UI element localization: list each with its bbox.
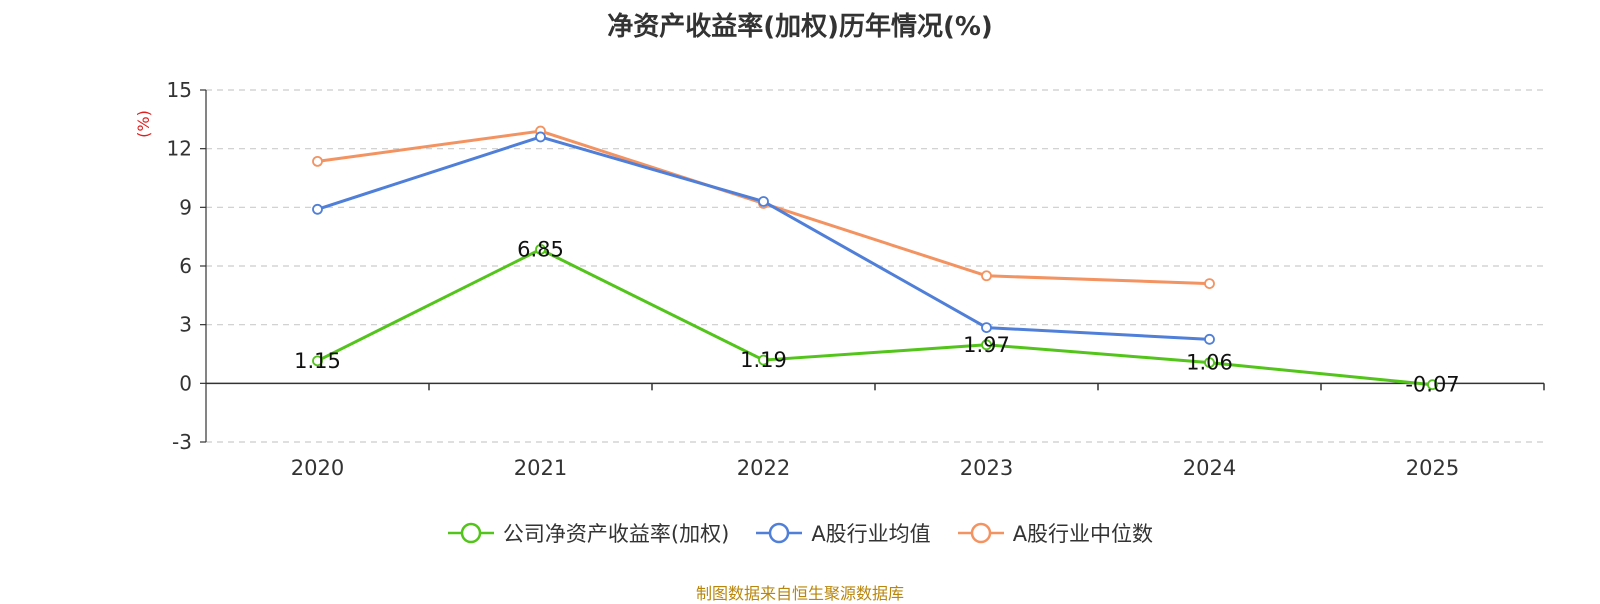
x-tick-label: 2022 [737,456,790,480]
data-label: 1.97 [963,333,1010,357]
legend-line-circle-icon [957,522,1004,544]
y-tick-label: 3 [179,313,192,337]
legend-label: A股行业中位数 [1012,522,1154,546]
data-point [535,243,546,255]
y-tick-label: 12 [167,137,192,161]
data-point [312,355,323,367]
data-point [981,322,992,334]
data-point [758,354,769,366]
data-label: 1.19 [740,348,787,372]
y-tick-label: -3 [172,430,192,454]
y-tick-label: 15 [167,78,192,102]
legend-line-circle-icon [447,522,494,544]
data-point [1204,333,1215,345]
chart-title: 净资产收益率(加权)历年情况(%) [607,12,993,42]
x-tick-label: 2023 [960,456,1013,480]
x-tick-label: 2021 [514,456,567,480]
data-label: -0.07 [1405,373,1459,397]
legend-line-circle-icon [756,522,803,544]
legend-item[interactable]: A股行业中位数 [957,518,1153,548]
data-label: 1.15 [294,349,341,373]
data-point [1427,379,1438,391]
series-line [317,135,1210,341]
data-label: 1.06 [1186,351,1233,375]
x-tick-label: 2025 [1406,456,1459,480]
legend: 公司净资产收益率(加权) A股行业均值 A股行业中位数 [0,518,1600,548]
data-point [312,203,323,215]
x-tick-label: 2024 [1183,456,1236,480]
y-tick-label: 0 [179,371,192,395]
y-tick-label: 6 [179,254,192,278]
data-point [312,155,323,167]
y-axis-label: (%) [134,110,153,138]
data-point [1204,357,1215,369]
data-point [535,131,546,143]
series-line [316,247,1433,387]
data-point [758,196,769,207]
legend-label: 公司净资产收益率(加权) [502,522,730,546]
data-point [1204,278,1215,290]
data-point [981,270,992,282]
legend-item[interactable]: A股行业均值 [755,518,931,548]
x-tick-label: 2020 [291,456,344,480]
y-tick-label: 9 [179,195,192,219]
data-point [981,339,992,351]
source-note: 制图数据来自恒生聚源数据库 [695,584,904,603]
legend-label: A股行业均值 [811,522,931,546]
legend-item[interactable]: 公司净资产收益率(加权) [447,518,729,548]
data-label: 6.85 [517,237,564,261]
